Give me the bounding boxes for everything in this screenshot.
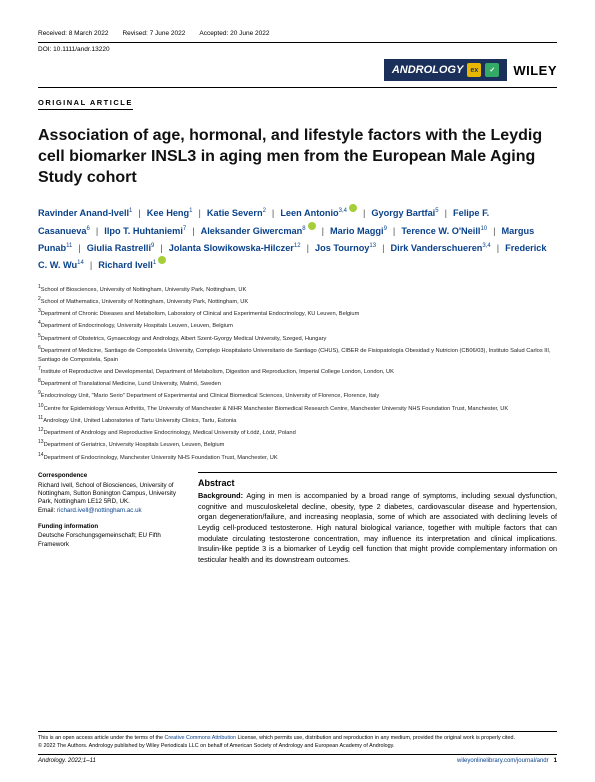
author: Jos Tournoy13 bbox=[315, 243, 376, 253]
society-icon: ex bbox=[467, 63, 481, 77]
accepted-date: Accepted: 20 June 2022 bbox=[199, 30, 269, 37]
author-separator: | bbox=[186, 226, 200, 236]
copyright-text: © 2022 The Authors. Andrology published … bbox=[38, 743, 557, 750]
orcid-icon bbox=[158, 256, 166, 264]
orcid-icon bbox=[308, 222, 316, 230]
license-text: This is an open access article under the… bbox=[38, 735, 164, 741]
author-separator: | bbox=[84, 260, 98, 270]
author: Kee Heng1 bbox=[147, 208, 193, 218]
affiliation: 14Department of Endocrinology, Mancheste… bbox=[38, 452, 557, 463]
affiliation: 9Endocrinology Unit, "Mario Serio" Depar… bbox=[38, 390, 557, 401]
affiliation: 7Institute of Reproductive and Developme… bbox=[38, 366, 557, 377]
affiliation: 6Department of Medicine, Santiago de Com… bbox=[38, 345, 557, 365]
author: Leen Antonio3,4 bbox=[280, 208, 357, 218]
affiliation: 2School of Mathematics, University of No… bbox=[38, 296, 557, 307]
author: Ravinder Anand-Ivell1 bbox=[38, 208, 132, 218]
affiliation: 13Department of Geriatrics, University H… bbox=[38, 439, 557, 450]
email-label: Email: bbox=[38, 507, 57, 514]
author-separator: | bbox=[72, 243, 86, 253]
author-list: Ravinder Anand-Ivell1|Kee Heng1|Katie Se… bbox=[38, 204, 557, 273]
journal-url-link[interactable]: wileyonlinelibrary.com/journal/andr bbox=[457, 758, 549, 764]
journal-brand-text: ANDROLOGY bbox=[392, 64, 464, 76]
revised-date: Revised: 7 June 2022 bbox=[122, 30, 185, 37]
journal-badge: ANDROLOGY ex ✓ bbox=[384, 59, 508, 81]
affiliation: 10Centre for Epidemiology Versus Arthrit… bbox=[38, 403, 557, 414]
author: Gyorgy Bartfai5 bbox=[371, 208, 438, 218]
author-separator: | bbox=[301, 243, 315, 253]
page-number: 1 bbox=[554, 758, 557, 764]
author: Aleksander Giwercman8 bbox=[201, 226, 316, 236]
funding-body: Deutsche Forschungsgemeinschaft; EU Fift… bbox=[38, 532, 186, 549]
author: Dirk Vanderschueren3,4 bbox=[391, 243, 491, 253]
orcid-icon bbox=[349, 204, 357, 212]
divider bbox=[38, 87, 557, 88]
author: Katie Severn2 bbox=[207, 208, 266, 218]
license-link[interactable]: Creative Commons Attribution bbox=[164, 735, 236, 741]
affiliation: 11Andrology Unit, United Laboratories of… bbox=[38, 415, 557, 426]
journal-citation: Andrology. 2022;1–11 bbox=[38, 758, 96, 764]
author: Terence W. O'Neill10 bbox=[401, 226, 487, 236]
author: Richard Ivell1 bbox=[98, 260, 166, 270]
abstract-text: Background: Aging in men is accompanied … bbox=[198, 491, 557, 565]
abstract-box: Abstract Background: Aging in men is acc… bbox=[198, 472, 557, 565]
article-title: Association of age, hormonal, and lifest… bbox=[38, 126, 557, 188]
society-icon: ✓ bbox=[485, 63, 499, 77]
author-separator: | bbox=[357, 208, 371, 218]
author: Jolanta Slowikowska-Hilczer12 bbox=[169, 243, 301, 253]
received-date: Received: 8 March 2022 bbox=[38, 30, 108, 37]
author-separator: | bbox=[266, 208, 280, 218]
affiliation: 1School of Biosciences, University of No… bbox=[38, 284, 557, 295]
correspondence-email-link[interactable]: richard.ivell@nottingham.ac.uk bbox=[57, 507, 142, 514]
affiliation: 3Department of Chronic Diseases and Meta… bbox=[38, 308, 557, 319]
author: Ilpo T. Huhtaniemi7 bbox=[104, 226, 186, 236]
correspondence-body: Richard Ivell, School of Biosciences, Un… bbox=[38, 482, 186, 507]
abstract-heading: Abstract bbox=[198, 478, 557, 488]
author-separator: | bbox=[154, 243, 168, 253]
author: Mario Maggi9 bbox=[330, 226, 387, 236]
divider bbox=[38, 42, 557, 43]
license-text: License, which permits use, distribution… bbox=[236, 735, 515, 741]
affiliation: 12Department of Andrology and Reproducti… bbox=[38, 427, 557, 438]
author: Giulia Rastrelli9 bbox=[87, 243, 155, 253]
article-history-bar: Received: 8 March 2022 Revised: 7 June 2… bbox=[38, 30, 557, 40]
author-separator: | bbox=[132, 208, 146, 218]
author-separator: | bbox=[487, 226, 501, 236]
affiliation-list: 1School of Biosciences, University of No… bbox=[38, 284, 557, 462]
publisher-logo: WILEY bbox=[513, 63, 557, 78]
funding-heading: Funding information bbox=[38, 523, 186, 531]
affiliation: 4Department of Endocrinology, University… bbox=[38, 320, 557, 331]
doi-text: DOI: 10.1111/andr.13220 bbox=[38, 46, 557, 53]
page-footer: This is an open access article under the… bbox=[38, 731, 557, 764]
author-separator: | bbox=[90, 226, 104, 236]
article-type-tag: ORIGINAL ARTICLE bbox=[38, 98, 133, 110]
affiliation: 8Department of Translational Medicine, L… bbox=[38, 378, 557, 389]
author-separator: | bbox=[387, 226, 401, 236]
correspondence-heading: Correspondence bbox=[38, 472, 186, 480]
affiliation: 5Department of Obstetrics, Gynaecology a… bbox=[38, 333, 557, 344]
correspondence-block: Correspondence Richard Ivell, School of … bbox=[38, 472, 186, 565]
author-separator: | bbox=[316, 226, 330, 236]
author-separator: | bbox=[193, 208, 207, 218]
author-separator: | bbox=[376, 243, 390, 253]
author-separator: | bbox=[491, 243, 505, 253]
author-separator: | bbox=[439, 208, 453, 218]
